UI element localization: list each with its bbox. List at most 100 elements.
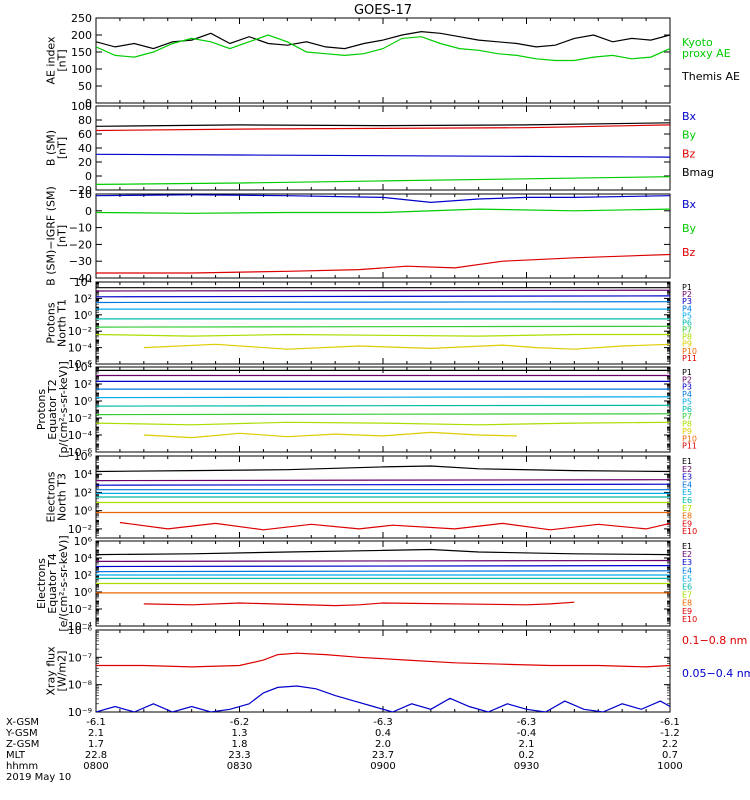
chart-title: GOES-17 <box>354 3 412 18</box>
y-axis-label: AE index <box>45 36 58 85</box>
series-group <box>96 652 670 712</box>
y-axis-label: [e/(cm²-s-sr-keV)] <box>57 535 70 631</box>
ephemeris-value: 0830 <box>227 761 252 772</box>
y-tick-label: 100 <box>71 63 92 76</box>
legend-label: E7 <box>682 591 692 600</box>
series-line-e1 <box>96 465 670 473</box>
series-line-p2 <box>96 289 670 292</box>
ephemeris-row-label: hhmm <box>6 761 38 772</box>
ephemeris-value: -6.3 <box>517 717 537 728</box>
y-tick-label: −40 <box>69 272 92 285</box>
series-line-e2 <box>96 479 670 482</box>
legend-label: P1 <box>682 368 692 377</box>
legend-label: P5 <box>682 311 692 320</box>
legend-label: E5 <box>682 488 692 497</box>
ephemeris-row-label: MLT <box>6 750 26 761</box>
series-group <box>96 465 670 531</box>
ephemeris-value: 23.7 <box>372 750 394 761</box>
series-line-p5 <box>96 396 670 399</box>
legend-label: P7 <box>682 326 692 335</box>
ephemeris-value: -6.1 <box>86 717 106 728</box>
y-tick-label: 10⁻⁴ <box>68 342 93 355</box>
y-tick-label: 10 <box>78 188 92 201</box>
series-line-e9 <box>119 521 670 531</box>
y-tick-label: 10⁻⁸ <box>68 679 93 692</box>
y-tick-label: −30 <box>69 255 92 268</box>
y-tick-label: 10⁻² <box>68 412 92 425</box>
y-tick-label: 10⁰ <box>74 586 93 599</box>
panel-frame <box>95 193 671 279</box>
y-tick-label: −20 <box>69 184 92 197</box>
ephemeris-row-label: X-GSM <box>6 717 39 728</box>
y-tick-label: 10² <box>74 292 92 305</box>
ephemeris-value: -6.1 <box>660 717 680 728</box>
y-tick-label: 250 <box>71 12 92 25</box>
y-tick-label: 0 <box>85 97 92 110</box>
legend-label: E8 <box>682 512 692 521</box>
legend-label: By <box>682 222 697 235</box>
series-line-p8 <box>96 333 670 337</box>
legend-label: E1 <box>682 542 692 551</box>
series-line-e9 <box>143 601 575 607</box>
y-tick-label: 0 <box>85 170 92 183</box>
y-axis-label: Equator T2 <box>46 379 59 439</box>
panel-xray: 10⁻⁹ 10⁻⁸ 10⁻⁷ 10⁻⁶ Xray flux[W/m2] 0.1−0.8 n… <box>45 624 750 719</box>
y-tick-label: 40 <box>78 142 92 155</box>
legend-label: E2 <box>682 550 692 559</box>
y-tick-label: 80 <box>78 114 92 127</box>
series-group <box>96 369 670 439</box>
legend-label: E8 <box>682 599 692 608</box>
y-axis-label: North T1 <box>56 299 69 347</box>
legend-label: Bx <box>682 110 697 123</box>
y-axis-label: Xray flux <box>45 646 58 696</box>
ephemeris-row-label: Z-GSM <box>6 739 39 750</box>
series-line-0-1-0-8-nm <box>96 652 670 668</box>
legend-label: P7 <box>682 412 692 421</box>
series-line-p6 <box>96 404 670 407</box>
series-line-p3 <box>96 295 670 298</box>
legend-label: P2 <box>682 375 692 384</box>
ephemeris-value: 23.3 <box>228 750 250 761</box>
legend-label: P10 <box>682 347 697 356</box>
series-line-e2 <box>96 559 670 563</box>
series-line-p7 <box>96 413 670 416</box>
ephemeris-value: 2.2 <box>662 739 678 750</box>
y-tick-label: 10⁴ <box>74 468 93 481</box>
ephemeris-value: 0.2 <box>519 750 535 761</box>
legend-label: P6 <box>682 318 692 327</box>
y-tick-label: 10⁻⁷ <box>68 651 92 664</box>
legend-label: Kyoto <box>682 36 713 49</box>
legend-label: 0.05−0.4 nm <box>682 667 750 680</box>
y-tick-label: −20 <box>69 238 92 251</box>
panel-bigrf: −40 −30 −20 −10 0 10 B (SM)−IGRF (SM)[nT] Bx By B… <box>45 186 697 286</box>
y-tick-label: 0 <box>85 205 92 218</box>
series-line-bx <box>96 194 670 204</box>
y-tick-label: 10⁴ <box>74 361 93 374</box>
legend-label: P3 <box>682 383 692 392</box>
ephemeris-value: 2.0 <box>375 739 391 750</box>
y-tick-label: −10 <box>69 222 92 235</box>
series-line-p7 <box>96 325 670 328</box>
y-tick-label: 10⁴ <box>74 552 93 565</box>
y-tick-label: 10⁰ <box>74 309 93 322</box>
y-axis-label: Equator T4 <box>46 553 59 613</box>
y-axis-label: Electrons <box>45 471 58 522</box>
y-tick-label: 10⁻⁹ <box>68 706 92 719</box>
series-line-e1 <box>96 548 670 556</box>
legend-label: P10 <box>682 434 697 443</box>
series-line-e3 <box>96 564 670 568</box>
y-tick-label: 10⁰ <box>74 395 93 408</box>
legend-label: P5 <box>682 397 692 406</box>
ephemeris-value: -0.4 <box>517 728 537 739</box>
legend-label: Bz <box>682 246 696 259</box>
y-axis-label: [nT] <box>56 137 69 159</box>
series-line-p8 <box>96 421 670 426</box>
legend-label: Bz <box>682 147 696 160</box>
y-tick-label: 10⁻² <box>68 325 92 338</box>
y-tick-label: 10⁴ <box>74 276 93 289</box>
y-tick-label: 10⁻⁶ <box>68 624 93 637</box>
y-axis-label: North T3 <box>56 473 69 521</box>
